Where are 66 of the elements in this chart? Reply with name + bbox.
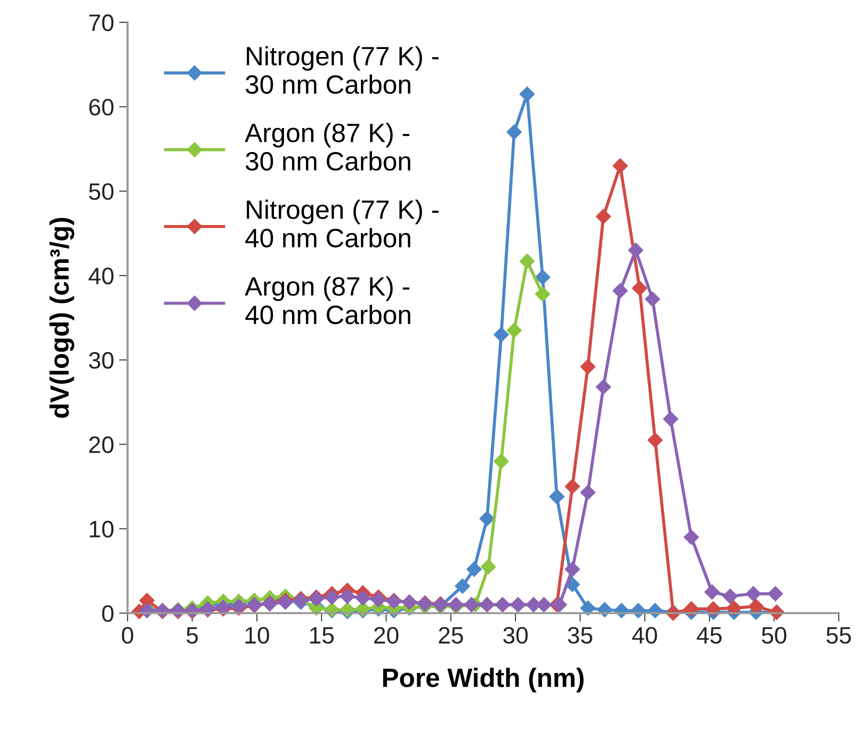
point [549,489,564,504]
point [722,588,738,604]
point [564,562,580,577]
point [535,270,550,285]
x-tick-label: 25 [438,626,463,644]
point [355,590,370,606]
point [684,530,699,545]
y-tick-label: 0 [102,605,114,622]
point [580,484,596,500]
point [494,454,509,469]
y-tick-label: 40 [88,268,114,284]
point [644,292,660,307]
point [506,322,522,338]
x-tick-label: 15 [310,627,334,644]
point [479,511,495,526]
x-tick-label: 10 [246,626,270,644]
point [580,359,596,374]
point [612,158,628,174]
x-tick-label: 55 [826,627,851,644]
point [324,590,340,605]
y-tick-label: 30 [89,352,114,369]
x-tick-label: 50 [762,626,786,644]
x-tick-label: 0 [122,626,134,644]
point [340,588,355,604]
point [746,586,761,602]
x-tick-label: 20 [374,626,398,644]
legend-label: Nitrogen (77 K) - 30 nm Carbon [246,46,439,94]
point [520,86,535,102]
point [480,559,496,574]
point [632,280,648,296]
point [506,124,522,140]
point [494,327,509,342]
y-tick-label: 70 [89,14,114,32]
point [706,601,721,616]
x-axis-title: Pore Width (nm) [383,668,584,692]
point [663,411,678,427]
y-tick-label: 20 [89,436,114,454]
point [648,432,663,448]
x-tick-label: 5 [186,627,198,644]
point [768,586,783,602]
x-tick-label: 30 [503,626,528,644]
y-tick-label: 60 [89,98,114,116]
legend-label: Argon (87 K) - 30 nm Carbon [244,122,410,171]
point [684,601,699,616]
point [466,562,482,577]
point [454,578,470,594]
x-tick-label: 45 [696,627,722,644]
point [628,242,644,258]
point [612,283,628,298]
point [596,208,611,224]
y-tick-label: 10 [90,520,114,538]
point [564,478,580,494]
y-axis-title: dV(logd) (cm³/g) [50,218,74,418]
point [520,254,535,269]
legend-label: Nitrogen (77 K) - 40 nm Carbon [245,200,439,248]
point [552,597,568,612]
x-tick-label: 35 [568,626,592,644]
point [596,379,611,395]
y-tick-label: 50 [89,183,114,200]
point [748,598,764,614]
point [704,584,720,600]
point [535,286,550,302]
point [580,600,596,616]
point [726,600,742,616]
x-tick-label: 40 [632,626,657,644]
legend-label: Argon (87 K) - 40 nm Carbon [244,276,410,324]
